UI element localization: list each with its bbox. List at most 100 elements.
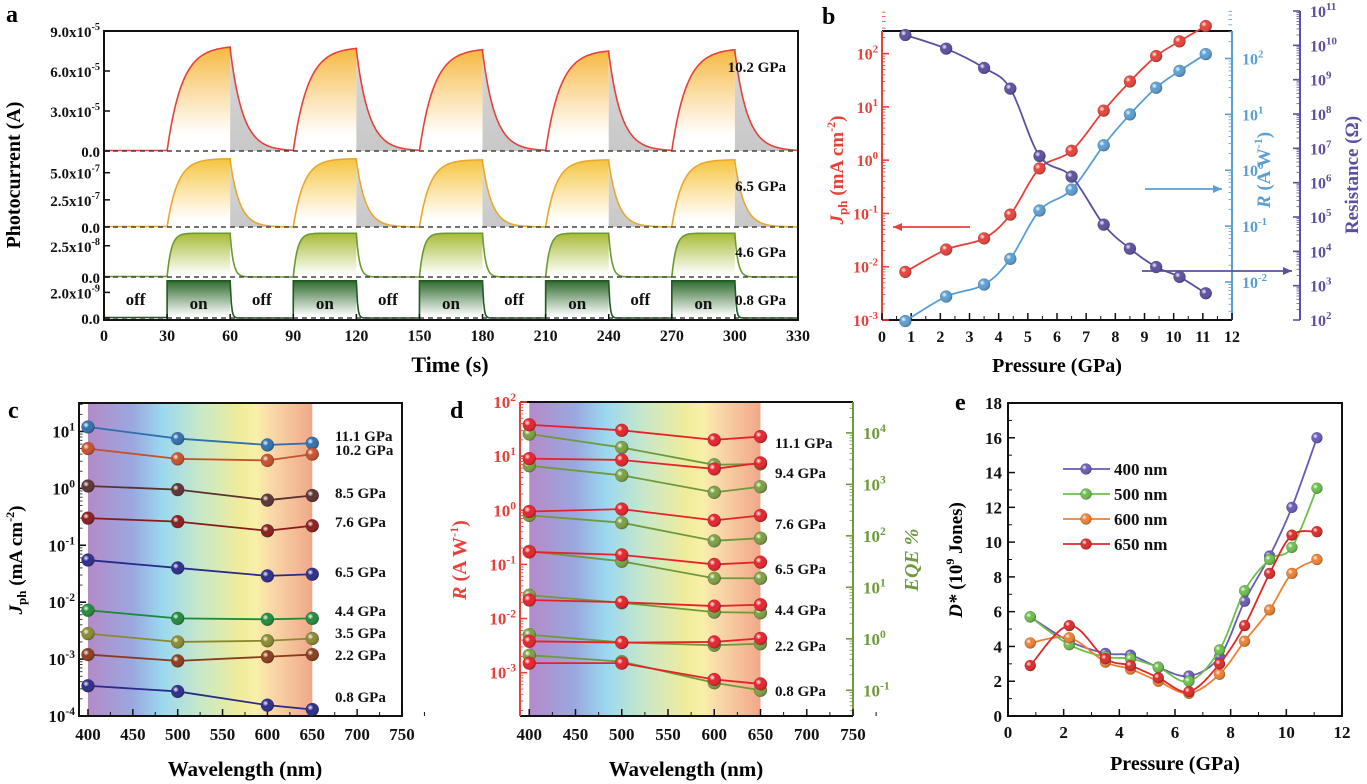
panel-b-plot: 10-310-210-110010110210-210-110010110210… [853, 1, 1338, 346]
on-fill [293, 158, 357, 227]
x-tick-label: 1 [907, 329, 915, 346]
data-point [305, 436, 320, 451]
y-tick-label: 10-2 [853, 257, 878, 277]
panel-b-xlabel: Pressure (GPa) [992, 355, 1122, 377]
data-point [899, 265, 912, 279]
series-line [905, 34, 1207, 295]
r-point [753, 677, 768, 691]
data-point [1199, 19, 1212, 33]
y-tick-label: 2.5x10-7 [50, 191, 100, 210]
y-tick-label: 10-2 [48, 591, 75, 612]
panel-c-xlabel: Wavelength (nm) [168, 757, 323, 781]
r-line [529, 423, 761, 441]
on-fill [545, 51, 609, 151]
eqe-line [529, 433, 761, 466]
data-point [1099, 652, 1112, 665]
panel-c-plot: 10-4 10-3 10-2 10-1 100 101 400 450 500 550 600 650… [48, 402, 425, 744]
panel-d: d 10-310-210-110010110210-11001011021031… [447, 391, 923, 781]
trace-line [166, 46, 294, 152]
y-tick-label: 102 [857, 44, 878, 64]
data-point [170, 514, 185, 529]
x-tick-label: 5 [1024, 329, 1032, 346]
data-point [1173, 270, 1186, 284]
eqe-point [707, 571, 721, 585]
x-tick-label: 600 [255, 725, 281, 744]
y-tick-label: 2.5x10-8 [50, 237, 100, 256]
x-tick-label: 6 [1171, 723, 1180, 742]
on-off-label: off [630, 290, 650, 309]
data-point [170, 482, 185, 497]
y-tick-label: 102 [1310, 310, 1331, 330]
x-tick-label: 2 [936, 329, 944, 346]
x-tick-label: 500 [609, 725, 635, 744]
x-tick-label: 270 [660, 328, 684, 345]
off-fill [734, 161, 798, 227]
series-label: 4.4 GPa [335, 604, 386, 620]
pressure-label: 10.2 GPa [728, 60, 787, 76]
on-off-label: on [316, 294, 335, 313]
on-off-label: off [504, 290, 524, 309]
series-7-6-GPa [81, 511, 320, 538]
x-tick-label: 700 [344, 725, 370, 744]
y-tick-label: 109 [1310, 70, 1332, 90]
panel-e-plot: 0 2 4 6 8 10 12 14 16 18 0 2 4 6 8 10 12 400 nm 500 nm 600 … [985, 394, 1351, 742]
data-point [170, 431, 185, 446]
data-point [170, 635, 185, 649]
legend-label: 400 nm [1114, 460, 1167, 479]
y-tick-label: 108 [1310, 104, 1332, 124]
y-tick-label: 103 [1310, 276, 1332, 296]
y-tick-label: 10-1 [853, 203, 878, 223]
series-label: 2.2 GPa [775, 639, 826, 655]
data-point [170, 684, 185, 699]
off-fill [608, 52, 672, 151]
data-point [1183, 675, 1195, 687]
series-label: 8.5 GPa [335, 486, 386, 502]
on-fill [293, 280, 357, 318]
x-tick-label: 450 [120, 725, 146, 744]
data-point [1033, 162, 1046, 175]
data-point [1173, 64, 1186, 78]
data-point [1213, 644, 1226, 656]
data-point [1097, 104, 1110, 117]
y-tick-label: 6.0x10-5 [50, 62, 100, 81]
panel-d-plot: 10-3 10-2 10-1 100 101 102 10-1 100 101 102 103 104… [489, 391, 889, 744]
data-point [305, 611, 320, 626]
data-point [939, 42, 953, 55]
data-point [1199, 287, 1212, 300]
panel-label-c: c [8, 398, 19, 424]
r-line [529, 599, 761, 607]
r-line [529, 637, 761, 644]
series-label: 3.5 GPa [335, 626, 386, 642]
trace-line [418, 48, 546, 152]
arrow-to-R-axis [1145, 185, 1222, 193]
r-point [707, 599, 721, 613]
on-off-label: on [694, 294, 713, 313]
r-point [522, 545, 536, 559]
x-tick-label: 120 [344, 328, 368, 345]
arrow-to-resistance-axis [1142, 267, 1292, 275]
y-tick-label: 0 [994, 707, 1003, 726]
series-line [1029, 487, 1318, 683]
x-tick-label: 8 [1226, 723, 1235, 742]
data-point [1311, 482, 1323, 494]
data-point [170, 561, 185, 575]
data-point [81, 603, 95, 618]
x-tick-label: 330 [786, 328, 810, 345]
y-tick-label: 12 [985, 498, 1002, 517]
panel-d-ylabel: R (A W-1) [447, 520, 471, 601]
series-label: 0.8 GPa [335, 690, 386, 706]
series-line [87, 426, 313, 446]
x-tick-label: 550 [210, 725, 236, 744]
y-tick-label: 0.0 [81, 312, 100, 328]
series-resistance [899, 28, 1212, 300]
x-tick-label: 60 [222, 328, 238, 345]
r-point [615, 635, 629, 650]
data-point [1238, 585, 1251, 597]
on-fill [167, 233, 231, 277]
eqe-point [615, 468, 629, 483]
series-3-5-GPa [81, 626, 320, 649]
data-point [1004, 208, 1017, 221]
data-point [305, 567, 320, 581]
data-point [1004, 82, 1017, 95]
x-tick-label: 7 [1082, 329, 1090, 346]
